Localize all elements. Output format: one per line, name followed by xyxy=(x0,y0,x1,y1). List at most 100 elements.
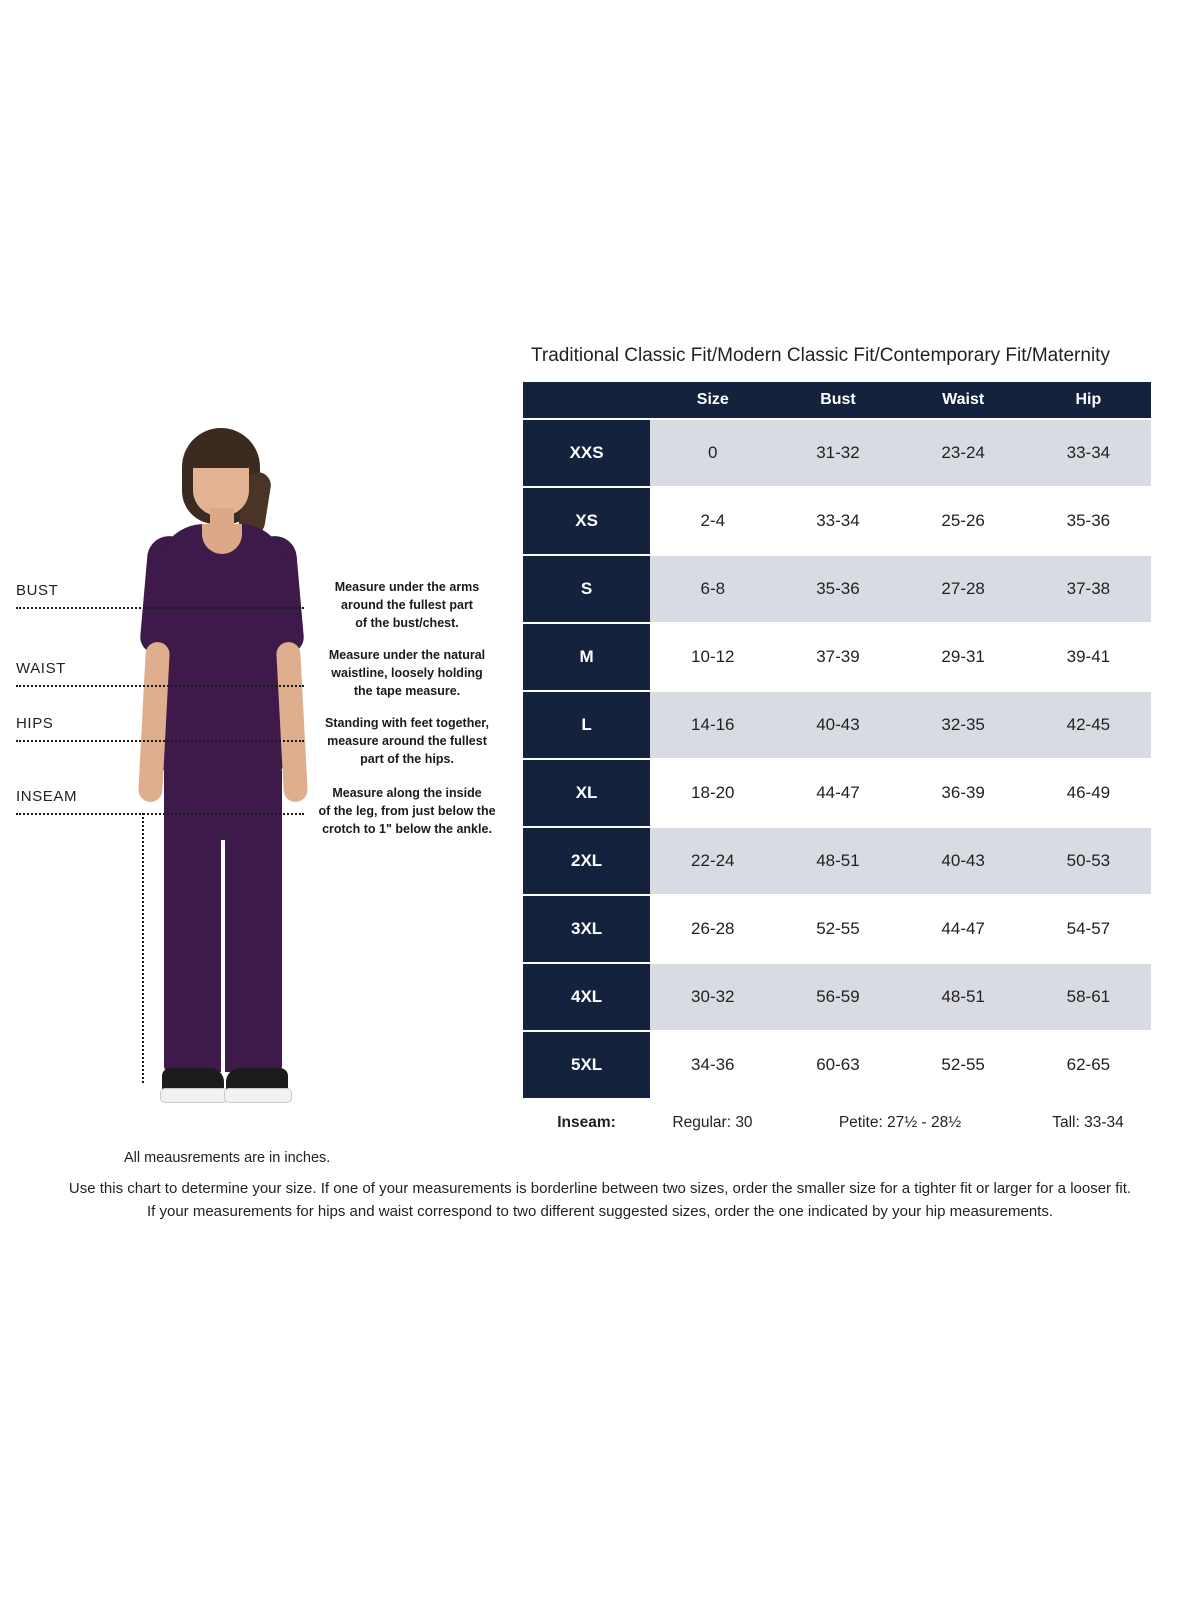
instruction-bust-line-1: Measure under the arms xyxy=(334,580,480,594)
cell-bust: 40-43 xyxy=(775,692,901,758)
cell-waist: 48-51 xyxy=(900,964,1026,1030)
cell-bust: 52-55 xyxy=(775,896,901,962)
footnote-line-2: If your measurements for hips and waist … xyxy=(146,1203,1054,1221)
instruction-bust: Measure under the arms around the fulles… xyxy=(314,578,500,632)
inseam-regular-value: Regular: 30 xyxy=(672,1114,753,1131)
header-cell-blank xyxy=(523,382,651,418)
instruction-inseam: Measure along the inside of the leg, fro… xyxy=(304,784,510,838)
row-size-label: S xyxy=(523,556,651,622)
table-row: 2XL 22-24 48-51 40-43 50-53 xyxy=(523,828,1151,894)
model-right-shoe-sole-shape xyxy=(224,1088,292,1103)
header-cell-size: Size xyxy=(650,382,776,418)
table-row: L 14-16 40-43 32-35 42-45 xyxy=(523,692,1151,758)
guide-label-inseam: INSEAM xyxy=(16,788,78,805)
cell-waist: 29-31 xyxy=(900,624,1026,690)
guide-line-inseam-vertical xyxy=(142,813,144,1083)
inseam-petite-value: Petite: 27½ - 28½ xyxy=(838,1114,962,1131)
model-illustration xyxy=(114,420,329,1140)
instruction-waist-line-2: waistline, loosely holding xyxy=(331,666,483,681)
header-cell-waist: Waist xyxy=(900,382,1026,418)
cell-size: 0 xyxy=(650,420,776,486)
cell-waist: 44-47 xyxy=(900,896,1026,962)
inseam-tall-value: Tall: 33-34 xyxy=(1052,1114,1124,1131)
size-chart-table: Size Bust Waist Hip XXS 0 31-32 23-24 33… xyxy=(523,380,1151,1100)
cell-waist: 25-26 xyxy=(900,488,1026,554)
cell-waist: 36-39 xyxy=(900,760,1026,826)
cell-size: 2-4 xyxy=(650,488,776,554)
row-size-label: XXS xyxy=(523,420,651,486)
model-left-shoe-sole-shape xyxy=(160,1088,228,1103)
cell-bust: 60-63 xyxy=(775,1032,901,1098)
guide-label-waist: WAIST xyxy=(16,660,66,677)
measurement-figure-panel: BUST WAIST HIPS INSEAM Measure under the… xyxy=(14,420,514,1180)
cell-waist: 27-28 xyxy=(900,556,1026,622)
row-size-label: L xyxy=(523,692,651,758)
table-row: 5XL 34-36 60-63 52-55 62-65 xyxy=(523,1032,1151,1098)
row-size-label: 3XL xyxy=(523,896,651,962)
instruction-waist-line-1: Measure under the natural xyxy=(328,648,486,662)
cell-hip: 62-65 xyxy=(1025,1032,1151,1098)
cell-bust: 48-51 xyxy=(775,828,901,894)
guide-line-hips xyxy=(16,740,304,742)
cell-size: 18-20 xyxy=(650,760,776,826)
cell-hip: 39-41 xyxy=(1025,624,1151,690)
cell-hip: 37-38 xyxy=(1025,556,1151,622)
cell-hip: 50-53 xyxy=(1025,828,1151,894)
cell-size: 26-28 xyxy=(650,896,776,962)
instruction-bust-line-2: around the fullest part xyxy=(341,598,473,613)
instruction-hips-line-1: Standing with feet together, xyxy=(325,716,489,730)
cell-waist: 40-43 xyxy=(900,828,1026,894)
size-table-header-row: Size Bust Waist Hip xyxy=(523,382,1151,418)
cell-size: 14-16 xyxy=(650,692,776,758)
cell-bust: 37-39 xyxy=(775,624,901,690)
table-row: XS 2-4 33-34 25-26 35-36 xyxy=(523,488,1151,554)
inseam-summary-row: Inseam: Regular: 30 Petite: 27½ - 28½ Ta… xyxy=(523,1104,1151,1146)
table-row: XL 18-20 44-47 36-39 46-49 xyxy=(523,760,1151,826)
cell-waist: 32-35 xyxy=(900,692,1026,758)
cell-hip: 42-45 xyxy=(1025,692,1151,758)
instruction-inseam-line-3: crotch to 1" below the ankle. xyxy=(322,822,492,837)
cell-size: 22-24 xyxy=(650,828,776,894)
instruction-waist: Measure under the natural waistline, loo… xyxy=(309,646,505,700)
instruction-inseam-line-1: Measure along the inside xyxy=(332,786,482,800)
cell-bust: 56-59 xyxy=(775,964,901,1030)
header-cell-hip: Hip xyxy=(1025,382,1151,418)
size-table-title: Traditional Classic Fit/Modern Classic F… xyxy=(531,345,1110,366)
table-row: 4XL 30-32 56-59 48-51 58-61 xyxy=(523,964,1151,1030)
cell-hip: 54-57 xyxy=(1025,896,1151,962)
guide-label-hips: HIPS xyxy=(16,715,54,732)
header-cell-bust: Bust xyxy=(775,382,901,418)
instruction-bust-line-3: of the bust/chest. xyxy=(355,616,459,631)
cell-hip: 46-49 xyxy=(1025,760,1151,826)
row-size-label: XL xyxy=(523,760,651,826)
row-size-label: 5XL xyxy=(523,1032,651,1098)
size-table-body: XXS 0 31-32 23-24 33-34 XS 2-4 33-34 25-… xyxy=(523,420,1151,1098)
guide-line-waist xyxy=(16,685,304,687)
table-row: M 10-12 37-39 29-31 39-41 xyxy=(523,624,1151,690)
model-scrub-top-shape xyxy=(158,524,286,774)
cell-bust: 31-32 xyxy=(775,420,901,486)
row-size-label: 2XL xyxy=(523,828,651,894)
cell-size: 10-12 xyxy=(650,624,776,690)
instruction-hips-line-3: part of the hips. xyxy=(360,752,454,767)
cell-waist: 52-55 xyxy=(900,1032,1026,1098)
row-size-label: M xyxy=(523,624,651,690)
cell-bust: 44-47 xyxy=(775,760,901,826)
model-pant-leg-split xyxy=(221,840,225,1072)
cell-hip: 58-61 xyxy=(1025,964,1151,1030)
cell-bust: 33-34 xyxy=(775,488,901,554)
table-row: 3XL 26-28 52-55 44-47 54-57 xyxy=(523,896,1151,962)
row-size-label: 4XL xyxy=(523,964,651,1030)
guide-label-bust: BUST xyxy=(16,582,59,599)
model-hair-front-shape xyxy=(188,434,254,468)
cell-hip: 33-34 xyxy=(1025,420,1151,486)
instruction-hips-line-2: measure around the fullest xyxy=(327,734,487,749)
footnote-line-1: Use this chart to determine your size. I… xyxy=(68,1180,1132,1197)
instruction-waist-line-3: the tape measure. xyxy=(353,684,461,699)
cell-size: 6-8 xyxy=(650,556,776,622)
table-row: XXS 0 31-32 23-24 33-34 xyxy=(523,420,1151,486)
cell-size: 30-32 xyxy=(650,964,776,1030)
measurement-units-note: All meausrements are in inches. xyxy=(124,1150,331,1166)
table-row: S 6-8 35-36 27-28 37-38 xyxy=(523,556,1151,622)
size-table-head: Size Bust Waist Hip xyxy=(523,382,1151,418)
